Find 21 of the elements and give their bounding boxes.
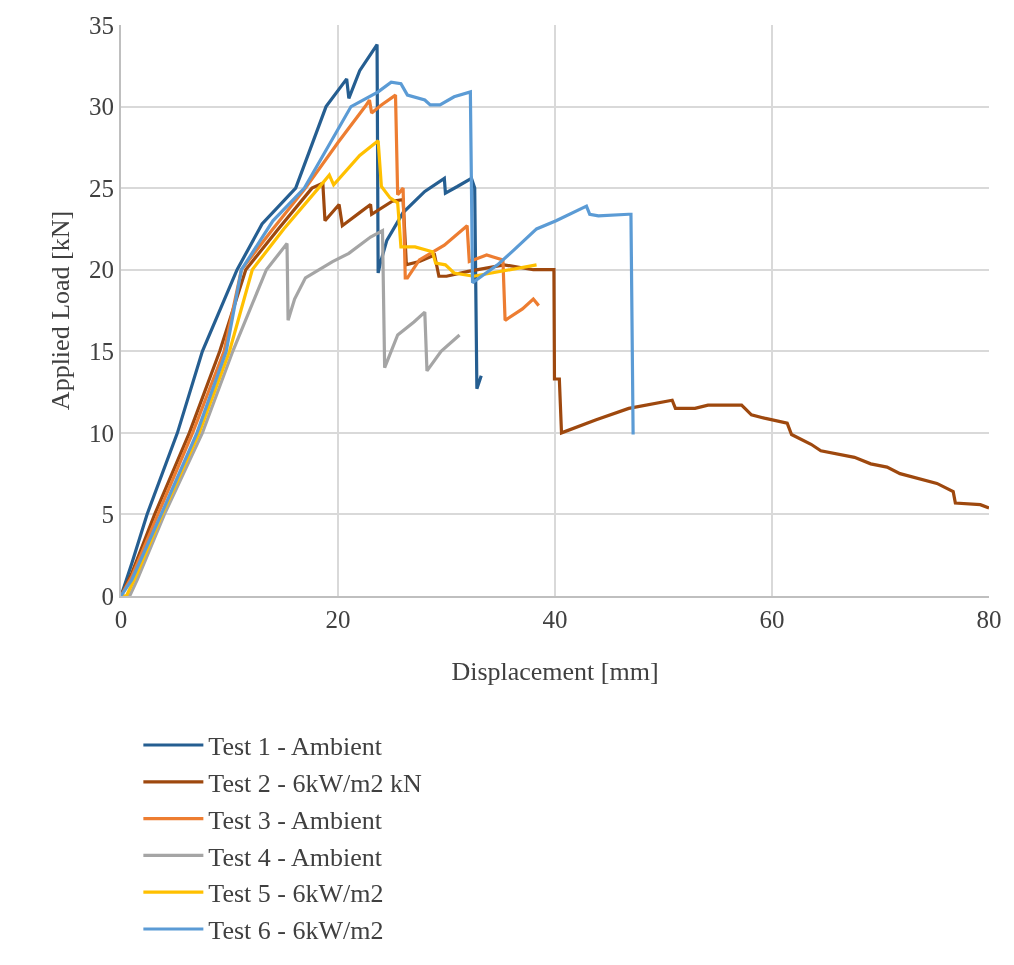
legend-label: Test 5 - 6kW/m2 xyxy=(208,879,384,909)
line-series xyxy=(121,80,635,596)
x-tick-label: 20 xyxy=(325,606,351,633)
x-axis-title: Displacement [mm] xyxy=(451,657,659,687)
x-tick-label: 60 xyxy=(759,606,785,633)
y-tick-label: 25 xyxy=(89,174,114,202)
y-tick-label: 0 xyxy=(101,582,114,610)
y-axis-title: Applied Load [kN] xyxy=(45,210,75,411)
y-tick-label: 15 xyxy=(89,338,114,366)
y-tick-label: 35 xyxy=(89,11,114,39)
y-tick-label: 10 xyxy=(89,419,114,447)
x-tick-label: 40 xyxy=(542,606,568,633)
legend-label: Test 4 - Ambient xyxy=(208,842,383,872)
legend-label: Test 3 - Ambient xyxy=(208,805,383,835)
y-tick-label: 20 xyxy=(89,256,114,284)
x-tick-label: 80 xyxy=(976,606,1002,633)
legend-label: Test 1 - Ambient xyxy=(208,732,383,762)
y-tick-label: 30 xyxy=(89,93,114,121)
y-tick-label: 5 xyxy=(101,501,114,529)
legend-label: Test 6 - 6kW/m2 xyxy=(208,916,384,946)
legend-label: Test 2 - 6kW/m2 kN xyxy=(208,768,422,798)
